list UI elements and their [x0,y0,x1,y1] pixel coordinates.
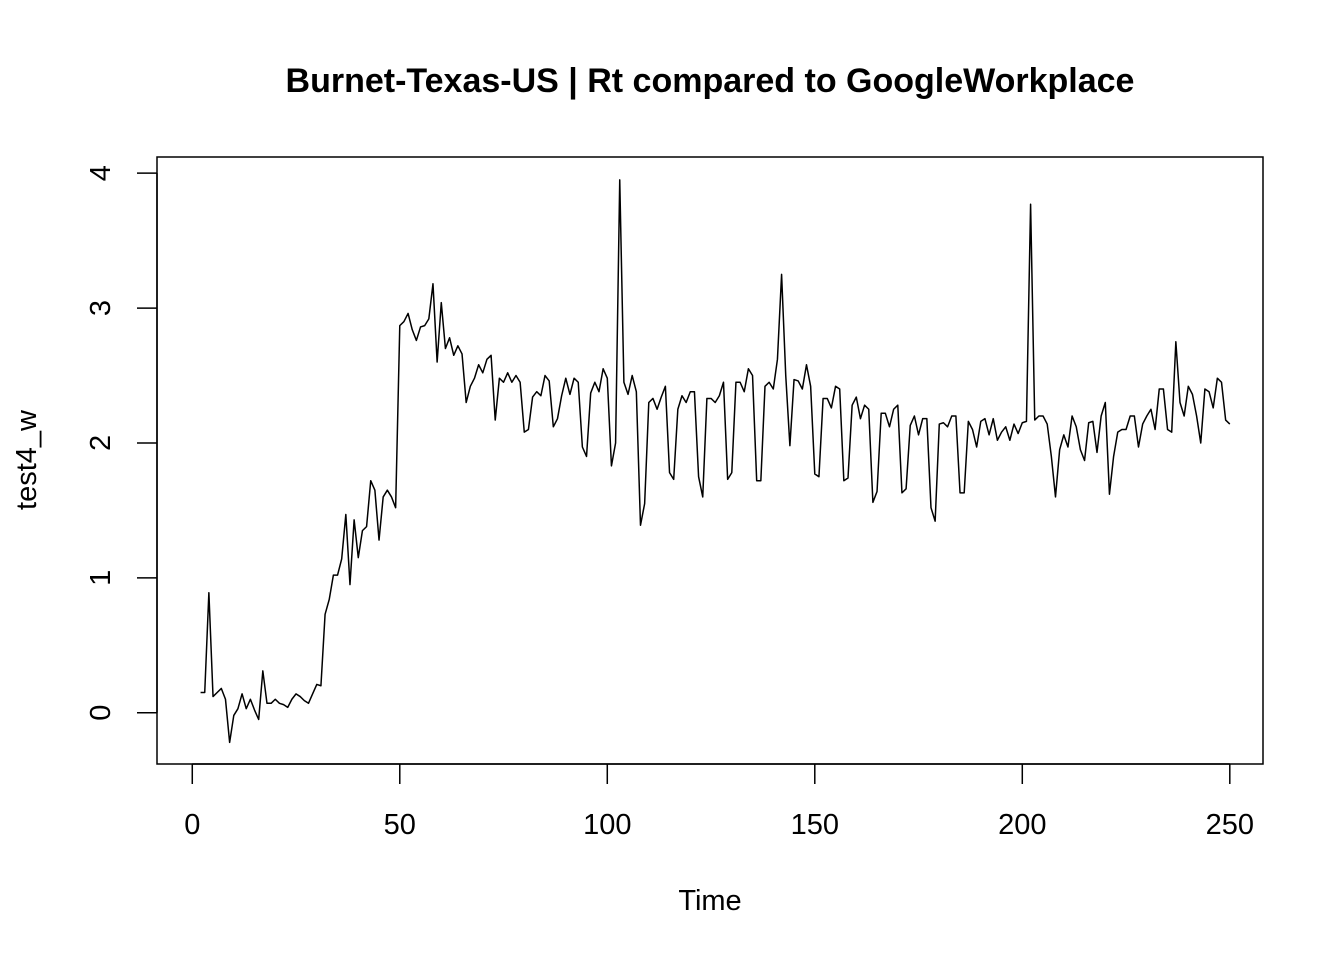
y-axis-label: test4_w [11,409,43,510]
y-tick-label: 3 [85,300,117,316]
x-tick-label: 0 [184,809,200,841]
plot-frame [156,156,1264,765]
x-tick-label: 200 [998,809,1046,841]
y-axis: 0 1 2 3 4 [85,165,158,721]
x-tick-label: 50 [384,809,416,841]
y-tick-label: 1 [85,570,117,586]
x-axis-label: Time [678,885,741,917]
y-tick-label: 2 [85,435,117,451]
series-line [200,179,1231,744]
x-axis: 0 50 100 150 200 250 [184,763,1254,841]
y-tick-label: 0 [85,705,117,721]
x-tick-label: 100 [583,809,631,841]
x-tick-label: 150 [791,809,839,841]
x-tick-label: 250 [1206,809,1254,841]
y-tick-label: 4 [85,165,117,181]
chart-title: Burnet-Texas-US | Rt compared to GoogleW… [286,62,1135,100]
